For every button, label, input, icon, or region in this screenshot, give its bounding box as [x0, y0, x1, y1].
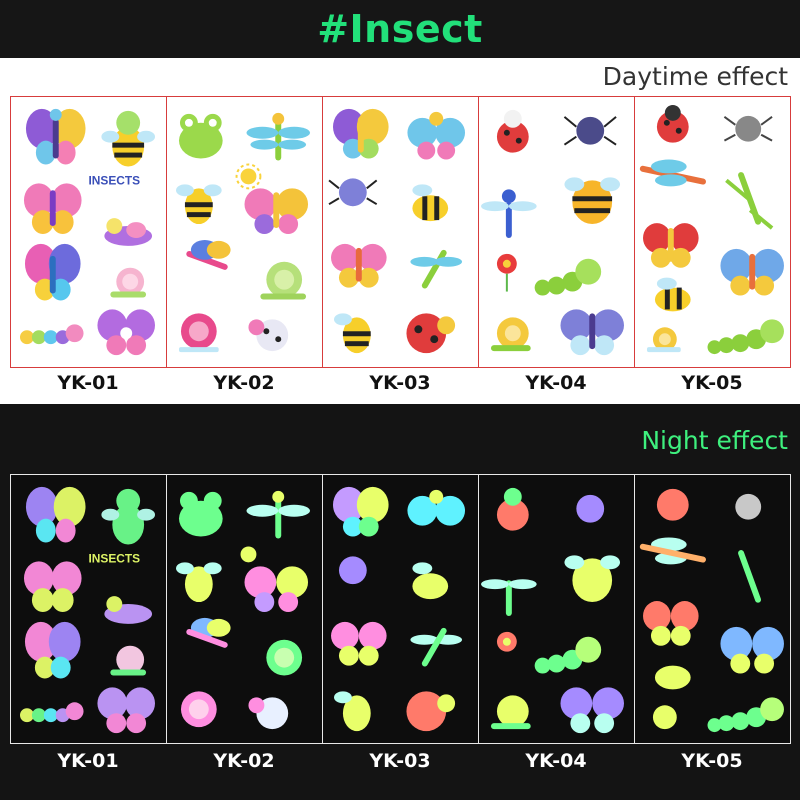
sticker-sheet-yk-05-day: [634, 96, 791, 368]
code-label-yk-01-night: YK-01: [57, 750, 119, 772]
sticker-art: [176, 112, 311, 353]
night-sheets: INSECTS: [10, 474, 791, 744]
code-label-yk-03-night: YK-03: [369, 750, 431, 772]
daytime-sheets: INSECTS: [10, 96, 791, 368]
sticker-art-glow: [331, 486, 466, 732]
sticker-sheet-yk-01-night: INSECTS: [10, 474, 167, 744]
sticker-art-glow: [639, 488, 784, 733]
code-label-yk-03: YK-03: [369, 372, 431, 394]
sticker-art-glow: INSECTS: [20, 486, 156, 734]
sticker-sheet-yk-03-night: [322, 474, 479, 744]
sticker-art: [328, 108, 466, 354]
sticker-art: [639, 104, 784, 355]
night-code-labels: YK-01 YK-02 YK-03 YK-04 YK-05: [10, 750, 790, 772]
page-title: #Insect: [317, 7, 483, 51]
sticker-art: INSECTS: [20, 108, 156, 356]
code-label-yk-05: YK-05: [681, 372, 743, 394]
sticker-sheet-yk-02-day: [166, 96, 323, 368]
sticker-sheet-yk-03-day: [322, 96, 479, 368]
code-label-yk-04: YK-04: [525, 372, 587, 394]
code-label-yk-04-night: YK-04: [525, 750, 587, 772]
code-label-yk-05-night: YK-05: [681, 750, 743, 772]
title-banner: #Insect: [0, 0, 800, 58]
daytime-code-labels: YK-01 YK-02 YK-03 YK-04 YK-05: [10, 372, 790, 394]
night-effect-label: Night effect: [641, 426, 788, 455]
insects-sticker-text: INSECTS: [89, 173, 141, 187]
code-label-yk-02: YK-02: [213, 372, 275, 394]
sticker-sheet-yk-01-day: INSECTS: [10, 96, 167, 368]
sticker-art-glow: [176, 490, 311, 730]
daytime-effect-label: Daytime effect: [602, 62, 788, 91]
code-label-yk-01: YK-01: [57, 372, 119, 394]
sticker-sheet-yk-04-night: [478, 474, 635, 744]
code-label-yk-02-night: YK-02: [213, 750, 275, 772]
insects-sticker-text-glow: INSECTS: [89, 551, 141, 565]
sticker-sheet-yk-04-day: [478, 96, 635, 368]
sticker-sheet-yk-02-night: [166, 474, 323, 744]
sticker-art: [481, 109, 624, 356]
sticker-art-glow: [481, 487, 624, 734]
sticker-sheet-yk-05-night: [634, 474, 791, 744]
